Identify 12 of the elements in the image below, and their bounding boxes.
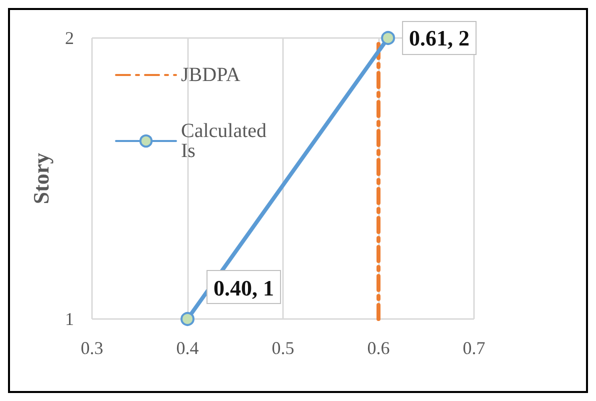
- y-tick-label: 2: [65, 28, 74, 48]
- data-label: 0.61, 2: [409, 26, 470, 50]
- legend-label: Calculated Is: [181, 120, 272, 162]
- x-tick-label: 0.6: [367, 338, 390, 358]
- x-tick-label: 0.3: [80, 338, 104, 358]
- x-tick-label: 0.4: [176, 338, 199, 358]
- y-axis-title: Story: [28, 152, 54, 204]
- x-tick-label: 0.7: [462, 338, 486, 358]
- y-tick-label: 1: [65, 309, 74, 329]
- data-label: 0.40, 1: [214, 276, 274, 300]
- x-tick-label: 0.5: [272, 338, 294, 358]
- legend-label: JBDPA: [181, 64, 241, 86]
